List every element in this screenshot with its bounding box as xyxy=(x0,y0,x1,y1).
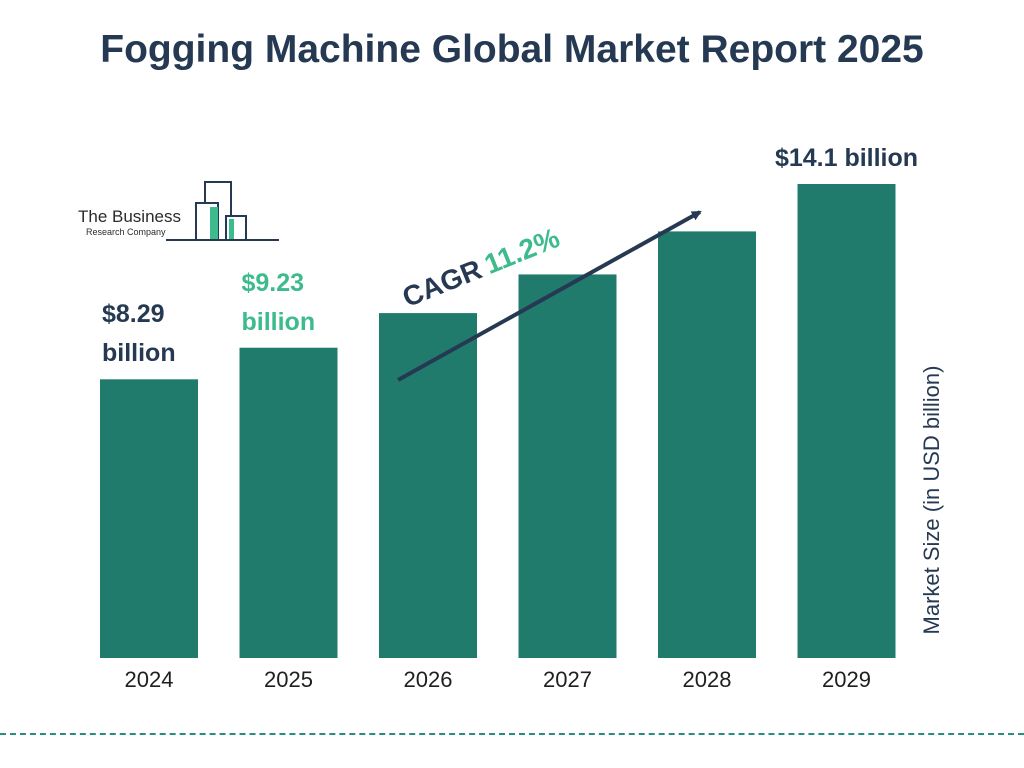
logo-text-line2: Research Company xyxy=(86,227,166,237)
x-tick-label-2025: 2025 xyxy=(264,667,313,692)
page-title: Fogging Machine Global Market Report 202… xyxy=(100,28,924,71)
bar-2029 xyxy=(797,184,896,658)
bar-2028 xyxy=(658,231,756,658)
x-tick-label-2024: 2024 xyxy=(124,667,174,692)
bar-2025 xyxy=(239,347,338,658)
bar-2026 xyxy=(379,313,477,658)
company-logo: The Business Research Company xyxy=(78,180,283,245)
x-tick-label-2029: 2029 xyxy=(822,667,871,692)
bar-2027 xyxy=(518,274,617,658)
footer-divider xyxy=(0,733,1024,735)
x-tick-label-2026: 2026 xyxy=(403,667,453,692)
cagr-arrow xyxy=(397,210,702,382)
logo-buildings-icon xyxy=(166,181,279,241)
data-label-2029: $14.1 billion xyxy=(774,144,919,172)
bars-group xyxy=(100,184,896,658)
bar-2024 xyxy=(100,379,198,658)
logo-text-line1: The Business xyxy=(78,207,181,226)
x-tick-label-2028: 2028 xyxy=(682,667,732,692)
data-label-2025: $9.23 billion xyxy=(241,268,316,336)
data-label-2024: $8.29 billion xyxy=(102,300,176,368)
y-axis-label: Market Size (in USD billion) xyxy=(919,365,944,635)
x-tick-label-2027: 2027 xyxy=(543,667,592,692)
